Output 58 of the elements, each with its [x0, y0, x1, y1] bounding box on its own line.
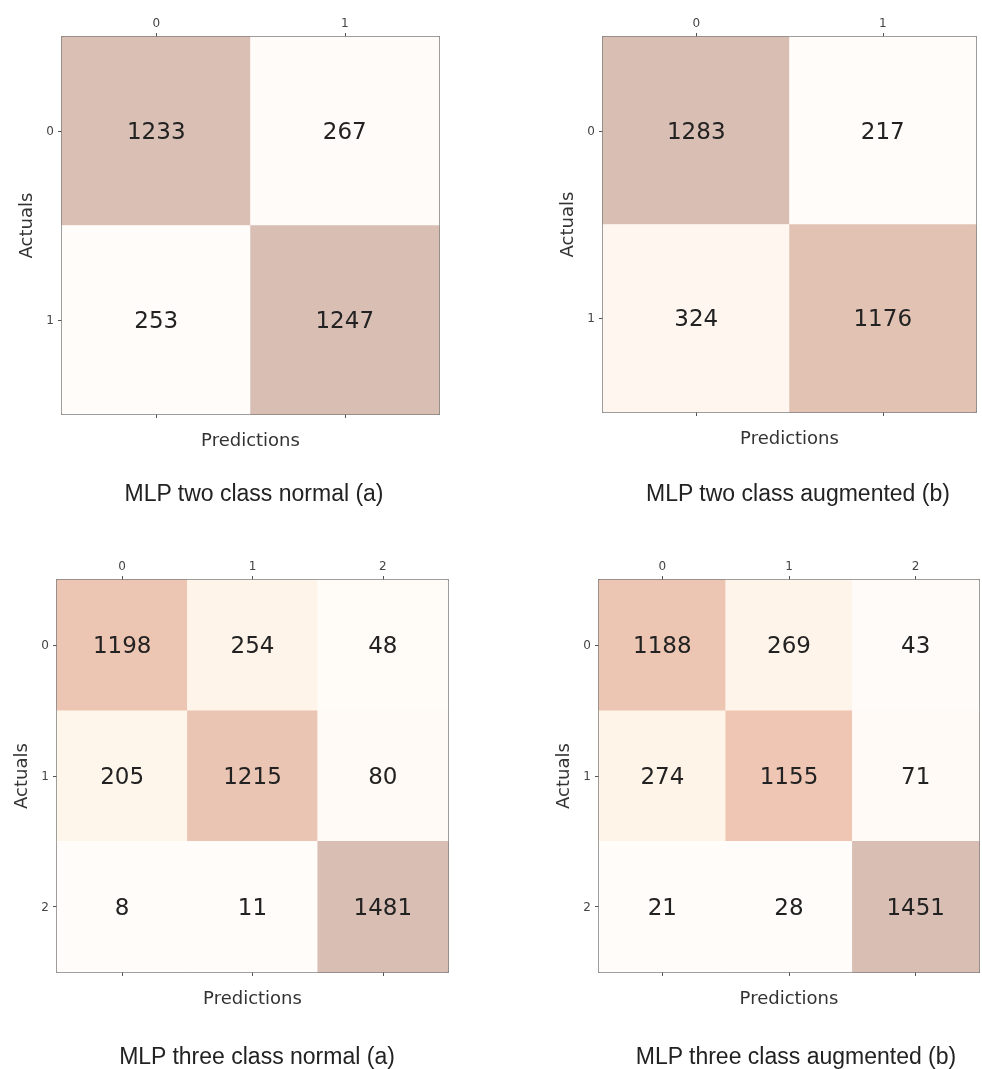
y-axis-title: Actuals: [555, 191, 577, 258]
data-label: 1283: [666, 117, 726, 144]
x-axis-title: Predictions: [201, 428, 300, 450]
y-tick-label: 0: [583, 638, 591, 653]
data-label: 1233: [126, 118, 186, 145]
data-label: 11: [237, 893, 268, 920]
data-label: 43: [901, 632, 931, 659]
data-label: 80: [368, 763, 398, 789]
x-axis-title: Predictions: [203, 986, 302, 1008]
y-tick-label: 1: [583, 769, 591, 783]
data-label: 1198: [92, 632, 152, 659]
data-label: 1215: [223, 763, 282, 789]
x-axis-title: Predictions: [740, 426, 839, 448]
data-label: 1247: [315, 306, 375, 333]
text: MLP three class augmented (b): [635, 1043, 957, 1069]
x-tick-label: 0: [118, 559, 126, 573]
data-label: 324: [674, 305, 719, 332]
data-label: 1155: [759, 763, 819, 789]
y-axis-title: Actuals: [9, 743, 31, 809]
x-tick-label: 0: [692, 16, 701, 30]
y-tick-label: 0: [587, 123, 595, 138]
x-tick-label: 2: [911, 559, 920, 573]
data-label: 8: [114, 893, 130, 920]
text: MLP two class normal (a): [124, 480, 384, 506]
x-tick-label: 2: [379, 559, 387, 573]
x-tick-label: 0: [152, 16, 161, 30]
x-tick-label: 1: [340, 16, 349, 30]
x-tick-label: 1: [785, 559, 793, 573]
y-tick-label: 1: [587, 311, 595, 326]
data-label: 48: [368, 632, 398, 659]
data-label: 269: [767, 632, 811, 659]
x-tick-label: 1: [878, 16, 887, 30]
x-tick-label: 0: [658, 559, 667, 573]
text: MLP two class augmented (b): [646, 480, 950, 506]
y-tick-label: 2: [41, 899, 49, 914]
data-label: 1176: [853, 305, 913, 332]
data-label: 274: [640, 763, 685, 789]
data-label: 1188: [633, 632, 692, 659]
y-tick-label: 2: [583, 899, 591, 914]
y-axis-title: Actuals: [551, 743, 573, 809]
y-axis-title: Actuals: [14, 192, 36, 259]
data-label: 217: [860, 117, 905, 144]
y-tick-label: 1: [41, 769, 49, 783]
data-label: 254: [230, 632, 275, 659]
data-label: 21: [647, 893, 677, 920]
data-label: 267: [322, 118, 367, 145]
y-tick-label: 0: [41, 638, 49, 653]
data-label: 205: [100, 763, 145, 789]
data-label: 71: [901, 763, 931, 789]
x-tick-label: 1: [248, 559, 257, 573]
data-label: 253: [134, 306, 179, 333]
data-label: 1481: [353, 893, 413, 920]
data-label: 1451: [886, 893, 945, 920]
y-tick-label: 1: [46, 312, 54, 327]
data-label: 28: [774, 893, 804, 920]
text: MLP three class normal (a): [119, 1043, 395, 1069]
y-tick-label: 0: [46, 124, 54, 139]
x-axis-title: Predictions: [739, 986, 839, 1008]
